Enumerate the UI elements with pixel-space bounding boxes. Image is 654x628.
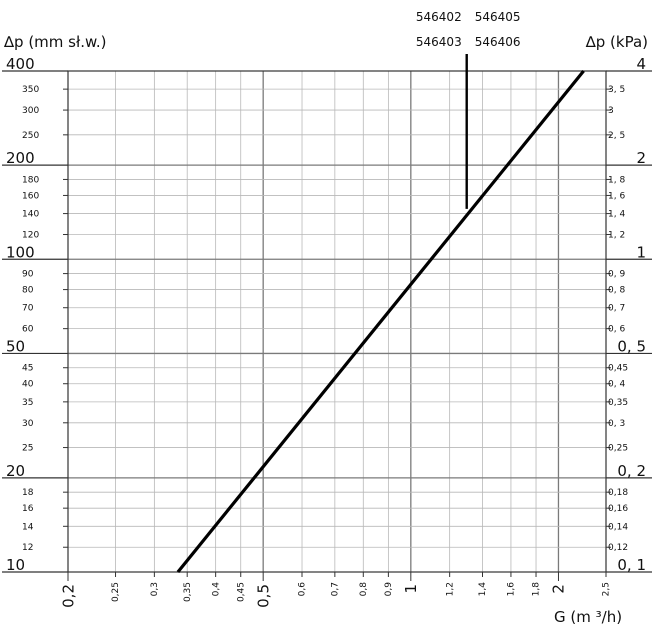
series [176, 69, 585, 574]
y-axis-label-left: ∆p (mm sł.w.) [3, 33, 107, 51]
y-right-tick-label: 1 [636, 243, 646, 261]
x-tick-label: 0,3 [150, 582, 160, 596]
y-right-tick-label: 0, 8 [608, 286, 625, 296]
y-right-tick-label: 1, 2 [608, 231, 625, 241]
x-tick-label: 2,5 [602, 582, 612, 596]
y-left-tick-label: 45 [22, 364, 33, 374]
y-left-tick-label: 400 [6, 55, 35, 73]
x-tick-label: 0,35 [183, 582, 193, 602]
y-right-tick-label: 0, 5 [617, 337, 646, 355]
y-right-tick-label: 1, 8 [608, 175, 625, 185]
y-right-tick-label: 1, 6 [608, 191, 625, 201]
y-right-tick-label: 3 [608, 106, 614, 116]
characteristic-line [176, 69, 585, 574]
plot-frame [67, 70, 607, 573]
y-right-tick-label: 0,14 [608, 522, 628, 532]
model-label-right: 546406 [475, 35, 521, 49]
y-right-tick-label: 0, 7 [608, 304, 625, 314]
y-left-tick-label: 90 [22, 270, 34, 280]
y-right-tick-label: 0,12 [608, 543, 628, 553]
model-label-right: 546405 [475, 10, 521, 24]
y-left-tick-label: 18 [22, 488, 34, 498]
grid [68, 71, 606, 572]
y-right-tick-label: 0, 6 [608, 325, 625, 335]
y-left-tick-label: 30 [22, 419, 34, 429]
y-axis-label-right: ∆p (kPa) [585, 33, 648, 51]
x-tick-label: 1,6 [507, 582, 517, 597]
y-right-tick-label: 0,18 [608, 488, 628, 498]
y-left-tick-label: 120 [22, 231, 39, 241]
x-tick-label: 1,4 [478, 582, 488, 597]
y-left-tick-label: 70 [22, 304, 34, 314]
model-label-left: 546402 [416, 10, 462, 24]
y-right-tick-label: 0, 2 [617, 462, 646, 480]
x-tick-label: 0,6 [298, 582, 308, 597]
y-right-tick-label: 0,16 [608, 504, 628, 514]
y-right-tick-label: 0,35 [608, 398, 628, 408]
y-left-tick-label: 20 [6, 462, 25, 480]
x-tick-label: 0,9 [384, 582, 394, 597]
x-tick-label: 1 [402, 584, 420, 594]
x-tick-label: 0,45 [236, 582, 246, 602]
y-left-tick-label: 100 [6, 243, 35, 261]
x-axis-label: G (m ³/h) [554, 608, 622, 626]
axes [2, 70, 652, 581]
y-right-tick-label: 0, 4 [608, 380, 625, 390]
x-tick-label: 0,25 [111, 582, 121, 602]
y-left-tick-label: 180 [22, 175, 39, 185]
y-right-tick-label: 1, 4 [608, 210, 625, 220]
y-left-tick-label: 16 [22, 504, 34, 514]
y-right-tick-label: 0, 9 [608, 270, 625, 280]
y-left-tick-label: 35 [22, 398, 33, 408]
y-left-tick-label: 300 [22, 106, 39, 116]
y-right-tick-label: 0,25 [608, 444, 628, 454]
model-annotations: 546402 546403 546405 546406 [416, 10, 521, 209]
y-right-tick-label: 2, 5 [608, 131, 625, 141]
y-left-tick-label: 140 [22, 210, 39, 220]
y-left-tick-label: 80 [22, 286, 34, 296]
y-left-tick-label: 25 [22, 444, 33, 454]
y-left-tick-label: 14 [22, 522, 34, 532]
x-tick-label: 0,8 [359, 582, 369, 597]
x-tick-label: 2 [550, 584, 568, 594]
y-right-tick-label: 0, 3 [608, 419, 625, 429]
y-right-tick-label: 2 [636, 149, 646, 167]
y-left-tick-label: 10 [6, 556, 25, 574]
x-tick-label: 1,2 [445, 582, 455, 596]
x-tick-label: 0,4 [211, 582, 221, 597]
y-left-tick-label: 40 [22, 380, 34, 390]
y-left-tick-label: 60 [22, 325, 34, 335]
y-left-tick-label: 200 [6, 149, 35, 167]
x-tick-label: 0,5 [254, 584, 272, 608]
x-tick-label: 0,2 [59, 584, 77, 608]
y-right-tick-label: 0,45 [608, 364, 628, 374]
y-left-tick-label: 250 [22, 131, 39, 141]
y-left-tick-label: 12 [22, 543, 33, 553]
y-left-tick-label: 350 [22, 85, 39, 95]
y-left-tick-label: 50 [6, 337, 25, 355]
x-tick-label: 1,8 [532, 582, 542, 597]
x-tick-label: 0,7 [331, 582, 341, 596]
y-right-tick-label: 4 [636, 55, 646, 73]
y-right-tick-label: 0, 1 [617, 556, 646, 574]
model-label-left: 546403 [416, 35, 462, 49]
tick-labels: 0,2 0,25 0,3 0,35 0,4 0,45 0,5 0,6 0,7 0,8 0,9 1 1,2… [6, 55, 646, 608]
y-left-tick-label: 160 [22, 191, 39, 201]
y-right-tick-label: 3, 5 [608, 85, 625, 95]
